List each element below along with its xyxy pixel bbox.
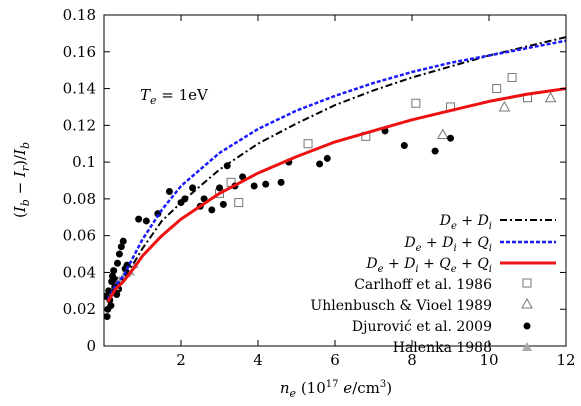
x-tick-label: 10	[479, 351, 498, 369]
y-tick-label: 0.18	[63, 6, 96, 24]
svg-text:De + Di + Qe + Qi: De + Di + Qe + Qi	[365, 256, 492, 275]
data-point	[436, 128, 449, 140]
x-tick-label: 6	[330, 351, 340, 369]
data-point	[411, 98, 421, 108]
y-tick-label: 0.04	[63, 263, 96, 281]
series-line	[106, 87, 566, 303]
legend-entry-uhlenbusch: Uhlenbusch & Vioel 1989	[310, 297, 533, 314]
legend-entry-halenka: Halenka 1988	[393, 340, 532, 356]
data-point	[135, 215, 143, 223]
svg-text:De + Di + Qi: De + Di + Qi	[403, 235, 492, 254]
data-point	[117, 243, 125, 251]
data-point	[189, 184, 197, 192]
data-point	[216, 184, 223, 192]
y-tick-label: 0.12	[63, 116, 96, 134]
legend-marker-square	[522, 278, 532, 288]
data-point	[239, 173, 247, 181]
y-tick-label: 0	[86, 337, 96, 355]
svg-text:Halenka 1988: Halenka 1988	[393, 340, 492, 356]
data-point	[544, 91, 557, 103]
y-tick-label: 0.1	[72, 153, 96, 171]
data-point	[498, 100, 511, 112]
y-tick-label: 0.14	[63, 80, 96, 98]
data-point	[507, 73, 517, 83]
data-point	[142, 217, 150, 225]
svg-text:Djurović et al. 2009: Djurović et al. 2009	[352, 319, 492, 335]
data-point	[119, 237, 127, 245]
temperature-annotation: Te = 1eV	[140, 86, 209, 107]
x-tick-label: 8	[407, 351, 417, 369]
plot-frame	[103, 14, 567, 347]
data-point	[208, 206, 216, 214]
data-point	[104, 313, 111, 321]
data-point	[303, 139, 313, 149]
svg-text:De + Di: De + Di	[439, 213, 492, 232]
data-point	[165, 188, 173, 196]
data-point	[219, 200, 227, 208]
data-point	[250, 182, 258, 190]
data-point	[431, 147, 439, 155]
data-point	[400, 142, 408, 150]
data-point	[262, 180, 270, 188]
data-point	[115, 275, 124, 283]
legend-marker-circle	[523, 322, 531, 330]
data-point	[234, 198, 244, 208]
data-point	[323, 154, 331, 162]
series-layer	[104, 36, 566, 321]
series-line	[106, 36, 566, 301]
legend-entry-de-di-qi: De + Di + Qi	[403, 235, 556, 254]
data-point	[492, 84, 502, 94]
legend-entry-djurovic: Djurović et al. 2009	[352, 319, 531, 335]
y-axis-label: (Ib − Ir)/Ib	[11, 142, 32, 218]
legend-entry-de-di-qe-qi: De + Di + Qe + Qi	[365, 256, 556, 275]
svg-text:Uhlenbusch & Vioel 1989: Uhlenbusch & Vioel 1989	[310, 298, 492, 314]
series-line	[106, 39, 566, 301]
legend-marker-triangle-filled	[522, 342, 532, 351]
ticks-layer: 2 4 6 8 10 12 0 0.02 0.04 0.06 0.08 0.1 0.12 0.14 0.16…	[63, 6, 576, 369]
y-tick-label: 0.02	[63, 300, 96, 318]
y-tick-label: 0.06	[63, 227, 96, 245]
x-tick-label: 2	[176, 351, 186, 369]
legend-marker-triangle-open	[521, 297, 533, 309]
svg-text:Carlhoff et al. 1986: Carlhoff et al. 1986	[354, 277, 492, 293]
x-axis-label: ne (1017 e/cm3)	[280, 379, 392, 400]
y-tick-label: 0.08	[63, 190, 96, 208]
data-point	[107, 302, 115, 310]
legend: De + Di De + Di + Qi De + Di + Qe + Qi C…	[310, 213, 556, 356]
legend-entry-de-di: De + Di	[439, 213, 556, 232]
data-point	[113, 259, 121, 267]
data-point	[447, 134, 454, 142]
y-tick-label: 0.16	[63, 43, 96, 61]
data-point	[277, 178, 285, 186]
data-point	[115, 250, 123, 258]
x-tick-label: 12	[556, 351, 575, 369]
x-tick-label: 4	[253, 351, 263, 369]
data-point	[316, 160, 324, 168]
legend-entry-carlhoff: Carlhoff et al. 1986	[354, 277, 532, 293]
data-point	[200, 195, 208, 203]
data-point	[110, 267, 118, 275]
